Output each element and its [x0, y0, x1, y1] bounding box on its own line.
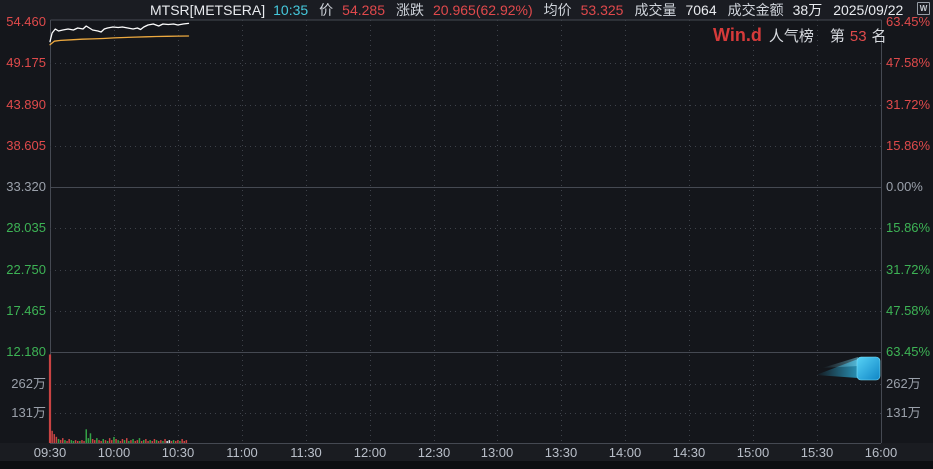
time-axis-tick: 13:00 — [480, 445, 514, 460]
volume-label: 成交量 — [634, 2, 677, 18]
right-axis-tick: 15.86% — [886, 138, 931, 153]
time-axis-tick: 14:30 — [672, 445, 706, 460]
left-axis-tick: 17.465 — [6, 303, 46, 318]
left-axis-tick: 12.180 — [6, 344, 46, 359]
right-axis-tick: 63.45% — [886, 344, 931, 359]
time-axis-tick: 09:30 — [33, 445, 67, 460]
left-axis-tick: 54.460 — [6, 14, 46, 29]
left-axis-tick: 33.320 — [6, 179, 46, 194]
wind-comet-logo-icon — [816, 356, 881, 381]
right-axis-tick: 31.72% — [886, 97, 931, 112]
time-axis-tick: 11:00 — [226, 445, 258, 460]
turnover-value: 38万 — [792, 2, 823, 18]
left-axis-tick: 49.175 — [6, 55, 46, 70]
time-axis-tick: 13:30 — [544, 445, 578, 460]
time-axis-tick: 12:00 — [353, 445, 387, 460]
right-axis-tick: 47.58% — [886, 55, 931, 70]
time-axis-strip — [0, 443, 933, 461]
time-axis-tick: 10:30 — [161, 445, 195, 460]
time-axis-tick: 14:00 — [608, 445, 642, 460]
right-axis-tick: 47.58% — [886, 303, 931, 318]
avg-price-value: 53.325 — [580, 2, 624, 18]
time-axis-tick: 11:30 — [290, 445, 322, 460]
time-axis-tick: 16:00 — [864, 445, 898, 460]
last-update-time: 10:35 — [273, 2, 309, 18]
bottom-border-strip — [0, 461, 933, 469]
quote-header-bar: MTSR[METSERA] 10:35 价 54.285 涨跌 20.965(6… — [0, 0, 933, 20]
left-axis-tick: 22.750 — [6, 262, 46, 277]
volume-value: 7064 — [685, 2, 717, 18]
price-group: 价 54.285 — [319, 0, 385, 20]
price-value: 54.285 — [342, 2, 385, 18]
trade-date: 2025/09/22 — [833, 2, 904, 18]
price-label: 价 — [319, 2, 334, 18]
left-axis-tick: 262万 — [11, 376, 46, 391]
symbol-name: MTSR[METSERA] — [150, 2, 266, 18]
change-label: 涨跌 — [396, 2, 424, 18]
popularity-rank-watermark: Win.d 人气榜 第 53 名 — [713, 25, 887, 46]
window-badge-icon[interactable]: W — [917, 2, 930, 15]
turnover-label: 成交金额 — [727, 2, 784, 18]
change-value: 20.965(62.92%) — [433, 2, 533, 18]
change-group: 涨跌 20.965(62.92%) — [396, 0, 533, 20]
right-axis-tick: 31.72% — [886, 262, 931, 277]
time-axis-tick: 15:30 — [800, 445, 834, 460]
time-axis-tick: 10:00 — [97, 445, 131, 460]
time-axis-tick: 12:30 — [417, 445, 451, 460]
left-axis-tick: 131万 — [11, 405, 46, 420]
popularity-list-name: 人气榜 — [768, 28, 814, 45]
rank-number: 53 — [849, 28, 867, 45]
rank-suffix: 名 — [871, 28, 887, 45]
left-axis-tick: 38.605 — [6, 138, 46, 153]
right-axis-tick: 131万 — [886, 405, 921, 420]
left-axis-tick: 43.890 — [6, 97, 46, 112]
avg-price-label: 均价 — [543, 2, 572, 18]
right-axis-tick: 262万 — [886, 376, 921, 391]
left-axis-tick: 28.035 — [6, 220, 46, 235]
right-axis-tick: 0.00% — [886, 179, 923, 194]
time-axis-tick: 15:00 — [736, 445, 770, 460]
rank-prefix: 第 — [829, 28, 845, 45]
turnover-group: 成交金额 38万 — [728, 0, 823, 20]
volume-group: 成交量 7064 — [634, 0, 716, 20]
wind-brand-logo: Win.d — [713, 25, 762, 45]
avg-price-group: 均价 53.325 — [544, 0, 624, 20]
right-axis-tick: 15.86% — [886, 220, 931, 235]
right-axis-tick: 63.45% — [886, 14, 931, 29]
